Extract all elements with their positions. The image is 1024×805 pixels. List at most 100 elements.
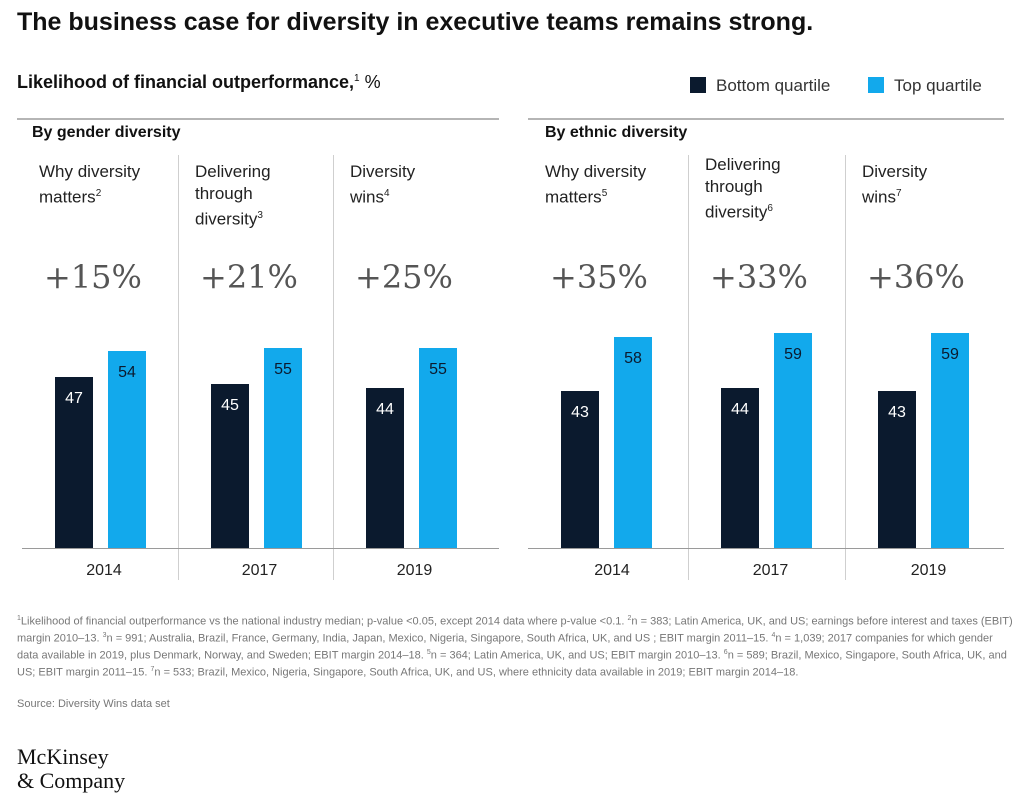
uplift-value: +36%	[867, 258, 965, 296]
subtitle-unit: %	[364, 72, 381, 92]
panel-label-line: Why diversity	[545, 162, 647, 181]
bar-top-quartile	[419, 347, 457, 548]
bar-value-bottom: 43	[571, 404, 589, 422]
uplift-value: +21%	[200, 258, 298, 296]
footnote-text: n = 991; Australia, Brazil, France, Germ…	[106, 632, 772, 645]
group-title-gender: By gender diversity	[32, 124, 181, 141]
footnote-text: n = 533; Brazil, Mexico, Nigeria, Singap…	[154, 666, 799, 679]
panel-divider	[333, 155, 334, 580]
mckinsey-logo: McKinsey & Company	[17, 745, 125, 793]
bar-bottom-quartile	[55, 376, 93, 548]
logo-line-1: McKinsey	[17, 744, 109, 769]
legend-item-top-quartile: Top quartile	[868, 76, 982, 96]
footnote-text: n = 1,039; 2017 companies for which gend…	[17, 632, 993, 662]
panel-footnote-marker: 7	[896, 188, 902, 199]
uplift-value: +15%	[44, 258, 142, 296]
group-title-ethnic: By ethnic diversity	[545, 124, 688, 141]
bar-top-quartile	[774, 332, 812, 548]
bar-bottom-quartile	[366, 387, 404, 548]
footnote-marker: 6	[723, 648, 728, 656]
footnote-text: n = 364; Latin America, UK, and US; EBIT…	[430, 649, 724, 662]
year-label: 2019	[910, 562, 947, 579]
bar-top-quartile	[614, 336, 652, 548]
group-rule-ethnic	[528, 118, 1004, 120]
panel-footnote-marker: 3	[257, 210, 263, 221]
panel-label: Why diversity matters2	[39, 161, 179, 209]
uplift-value: +25%	[355, 258, 453, 296]
panel-label-line: diversity3	[195, 209, 263, 229]
panel-label-line: Diversity	[862, 162, 928, 181]
year-label: 2014	[594, 562, 630, 579]
panel-footnote-marker: 6	[767, 203, 773, 214]
legend-swatch-bottom	[690, 77, 706, 93]
footnote-marker: 5	[426, 648, 431, 656]
footnote-marker: 2	[627, 615, 632, 622]
bar-top-quartile	[264, 347, 302, 548]
group-rule-gender	[17, 118, 499, 120]
panel-label: Diversity wins4	[350, 161, 490, 209]
subtitle-text: Likelihood of financial outperformance,	[17, 72, 355, 92]
bar-value-top: 59	[784, 345, 802, 363]
panel-label: Diversity wins7	[862, 161, 1002, 209]
bar-bottom-quartile	[211, 383, 249, 548]
panel-label-line: Delivering	[705, 155, 781, 174]
bar-value-bottom: 47	[65, 389, 83, 407]
panel-label-line: matters5	[545, 187, 608, 207]
footnote-text: Likelihood of financial outperformance v…	[20, 615, 628, 628]
footnote-marker: 4	[771, 631, 776, 639]
panel-footnote-marker: 4	[384, 188, 390, 199]
bar-value-bottom: 44	[731, 400, 749, 418]
panel-label-line: through	[195, 184, 253, 203]
panel-footnote-marker: 5	[601, 188, 608, 199]
bar-value-top: 59	[941, 345, 959, 363]
year-label: 2019	[396, 562, 433, 579]
source-note: Source: Diversity Wins data set	[17, 698, 170, 710]
panel-label: Why diversity matters5	[545, 161, 685, 209]
year-label: 2017	[241, 562, 278, 579]
panel-label-line: Why diversity	[39, 162, 141, 181]
footnote-marker: 1	[17, 615, 21, 622]
panel-label-line: Delivering	[195, 162, 271, 181]
bar-value-top: 55	[274, 360, 292, 378]
footnote-marker: 7	[150, 665, 155, 673]
subtitle-footnote-marker: 1	[354, 73, 360, 84]
axis-baseline-gender	[22, 548, 499, 549]
bar-value-top: 54	[118, 364, 136, 382]
chart-subtitle: Likelihood of financial outperformance,1…	[17, 72, 381, 93]
panel-label: Delivering through diversity3	[195, 161, 335, 231]
bar-value-top: 58	[624, 349, 642, 367]
uplift-value: +35%	[550, 258, 648, 296]
footnote-text: n = 589; Brazil, Mexico, Singapore, Sout…	[17, 649, 1007, 679]
axis-baseline-ethnic	[528, 548, 1004, 549]
bar-value-bottom: 44	[376, 400, 394, 418]
panel-footnote-marker: 2	[95, 188, 102, 199]
bar-bottom-quartile	[878, 391, 916, 548]
year-label: 2017	[752, 562, 789, 579]
panel-label-line: wins7	[862, 187, 902, 207]
panel-label-line: wins4	[350, 187, 390, 207]
panel-label-line: through	[705, 177, 763, 196]
bar-bottom-quartile	[561, 391, 599, 548]
panel-label-line: Diversity	[350, 162, 416, 181]
panel-divider	[178, 155, 179, 580]
legend-item-bottom-quartile: Bottom quartile	[690, 76, 830, 96]
bar-value-bottom: 45	[221, 396, 239, 414]
panel-divider	[688, 155, 689, 580]
footnotes: 1Likelihood of financial outperformance …	[17, 612, 1017, 679]
year-label: 2014	[86, 562, 122, 579]
panel-label: Delivering through diversity6	[705, 154, 845, 224]
bar-value-top: 55	[429, 360, 447, 378]
legend-label-bottom: Bottom quartile	[716, 76, 831, 95]
legend-label-top: Top quartile	[894, 76, 982, 95]
uplift-value: +33%	[710, 258, 808, 296]
panel-label-line: diversity6	[705, 202, 773, 222]
bar-bottom-quartile	[721, 387, 759, 548]
bar-value-bottom: 43	[888, 404, 906, 422]
bar-top-quartile	[108, 351, 146, 548]
chart-title: The business case for diversity in execu…	[17, 8, 814, 36]
panel-divider	[845, 155, 846, 580]
bar-top-quartile	[931, 332, 969, 548]
legend-swatch-top	[868, 77, 884, 93]
logo-line-2: & Company	[17, 768, 126, 793]
footnote-text: n = 383; Latin America, UK, and US; earn…	[17, 615, 1013, 645]
